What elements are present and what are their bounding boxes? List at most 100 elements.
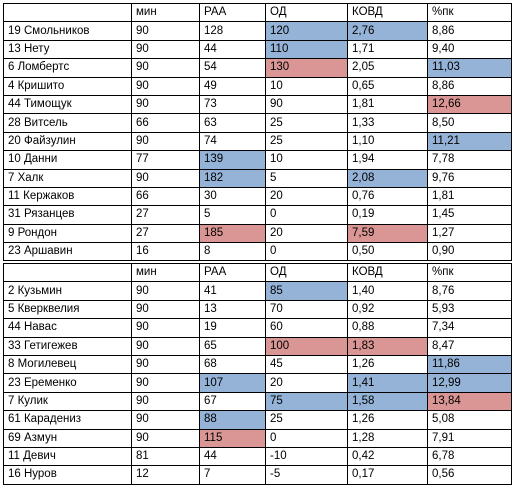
stat-cell[interactable]: 25 [265, 113, 348, 133]
stat-cell[interactable]: 90 [131, 391, 200, 412]
stat-cell[interactable]: 73 [199, 94, 266, 115]
header-cell-player[interactable] [3, 2, 132, 23]
stat-cell[interactable]: 8,86 [427, 76, 512, 96]
stat-cell[interactable]: 85 [265, 281, 348, 301]
stat-cell[interactable]: 8 [199, 242, 266, 262]
stat-cell[interactable]: 90 [131, 318, 200, 338]
stat-cell[interactable]: 8,86 [427, 21, 512, 41]
player-name-cell[interactable]: 23 Аршавин [3, 242, 132, 262]
stat-cell[interactable]: 0,17 [347, 465, 428, 485]
stat-cell[interactable]: 44 [199, 39, 266, 60]
stat-cell[interactable]: 7,59 [347, 223, 428, 244]
stat-cell[interactable]: 0,76 [347, 186, 428, 207]
player-name-cell[interactable]: 28 Витсель [3, 113, 132, 133]
stat-cell[interactable]: 63 [199, 113, 266, 133]
stat-cell[interactable]: 90 [131, 336, 200, 356]
stat-cell[interactable]: 44 [199, 446, 266, 467]
stat-cell[interactable]: 115 [199, 428, 266, 448]
stat-cell[interactable]: 130 [265, 58, 348, 78]
stat-cell[interactable]: 139 [199, 150, 266, 170]
player-name-cell[interactable]: 11 Девич [3, 446, 132, 467]
stat-cell[interactable]: 20 [265, 223, 348, 244]
stat-cell[interactable]: 8,76 [427, 281, 512, 301]
stat-cell[interactable]: 75 [265, 391, 348, 412]
stat-cell[interactable]: 185 [199, 223, 266, 244]
stat-cell[interactable]: 13,84 [427, 391, 512, 412]
header-cell[interactable]: РАА [199, 262, 266, 283]
stat-cell[interactable]: 90 [131, 39, 200, 60]
stat-cell[interactable]: 70 [265, 299, 348, 320]
stat-cell[interactable]: 20 [265, 373, 348, 393]
stat-cell[interactable]: 90 [131, 168, 200, 188]
player-name-cell[interactable]: 61 Карадениз [3, 410, 132, 430]
stat-cell[interactable]: 2,08 [347, 168, 428, 188]
header-cell[interactable]: %пк [427, 2, 512, 23]
stat-cell[interactable]: 41 [199, 281, 266, 301]
stat-cell[interactable]: 1,71 [347, 39, 428, 60]
stat-cell[interactable]: 27 [131, 205, 200, 225]
stat-cell[interactable]: 90 [131, 94, 200, 115]
player-name-cell[interactable]: 16 Нуров [3, 465, 132, 485]
player-name-cell[interactable]: 20 Файзулин [3, 131, 132, 152]
stat-cell[interactable]: 20 [265, 186, 348, 207]
stat-cell[interactable]: 110 [265, 39, 348, 60]
player-name-cell[interactable]: 13 Нету [3, 39, 132, 60]
stat-cell[interactable]: 90 [131, 373, 200, 393]
stat-cell[interactable]: -5 [265, 465, 348, 485]
stat-cell[interactable]: 90 [131, 354, 200, 375]
stat-cell[interactable]: 11,21 [427, 131, 512, 152]
player-name-cell[interactable]: 19 Смольников [3, 21, 132, 41]
stat-cell[interactable]: 0,19 [347, 205, 428, 225]
player-name-cell[interactable]: 9 Рондон [3, 223, 132, 244]
stat-cell[interactable]: 2,76 [347, 21, 428, 41]
stat-cell[interactable]: 25 [265, 131, 348, 152]
stat-cell[interactable]: 90 [131, 58, 200, 78]
stat-cell[interactable]: 1,40 [347, 281, 428, 301]
stat-cell[interactable]: 0,90 [427, 242, 512, 262]
stat-cell[interactable]: 182 [199, 168, 266, 188]
stat-cell[interactable]: 13 [199, 299, 266, 320]
stat-cell[interactable]: 90 [131, 131, 200, 152]
stat-cell[interactable]: 9,76 [427, 168, 512, 188]
stat-cell[interactable]: 90 [131, 410, 200, 430]
stat-cell[interactable]: 77 [131, 150, 200, 170]
stat-cell[interactable]: 100 [265, 336, 348, 356]
stat-cell[interactable]: 1,33 [347, 113, 428, 133]
stat-cell[interactable]: 8,50 [427, 113, 512, 133]
player-name-cell[interactable]: 5 Кверквелия [3, 299, 132, 320]
stat-cell[interactable]: 67 [199, 391, 266, 412]
stat-cell[interactable]: 10 [265, 150, 348, 170]
stat-cell[interactable]: 1,26 [347, 410, 428, 430]
stat-cell[interactable]: 1,41 [347, 373, 428, 393]
stat-cell[interactable]: 90 [131, 281, 200, 301]
stat-cell[interactable]: 60 [265, 318, 348, 338]
stat-cell[interactable]: 0 [265, 242, 348, 262]
stat-cell[interactable]: 1,45 [427, 205, 512, 225]
stat-cell[interactable]: 7 [199, 465, 266, 485]
stat-cell[interactable]: 12 [131, 465, 200, 485]
stat-cell[interactable]: 1,58 [347, 391, 428, 412]
stat-cell[interactable]: 1,10 [347, 131, 428, 152]
stat-cell[interactable]: 120 [265, 21, 348, 41]
stat-cell[interactable]: 107 [199, 373, 266, 393]
stat-cell[interactable]: 65 [199, 336, 266, 356]
player-name-cell[interactable]: 7 Кулик [3, 391, 132, 412]
header-cell[interactable]: КОВД [347, 262, 428, 283]
stat-cell[interactable]: 1,83 [347, 336, 428, 356]
stat-cell[interactable]: 128 [199, 21, 266, 41]
header-cell-player[interactable] [3, 262, 132, 283]
player-name-cell[interactable]: 44 Навас [3, 318, 132, 338]
stat-cell[interactable]: 0 [265, 428, 348, 448]
stat-cell[interactable]: 0,88 [347, 318, 428, 338]
stat-cell[interactable]: 90 [265, 94, 348, 115]
stat-cell[interactable]: 6,78 [427, 446, 512, 467]
stat-cell[interactable]: 0 [265, 205, 348, 225]
header-cell[interactable]: %пк [427, 262, 512, 283]
stat-cell[interactable]: 5 [265, 168, 348, 188]
stat-cell[interactable]: 1,81 [347, 94, 428, 115]
stat-cell[interactable]: 8,47 [427, 336, 512, 356]
stat-cell[interactable]: 49 [199, 76, 266, 96]
stat-cell[interactable]: 0,92 [347, 299, 428, 320]
stat-cell[interactable]: 10 [265, 76, 348, 96]
player-name-cell[interactable]: 44 Тимощук [3, 94, 132, 115]
